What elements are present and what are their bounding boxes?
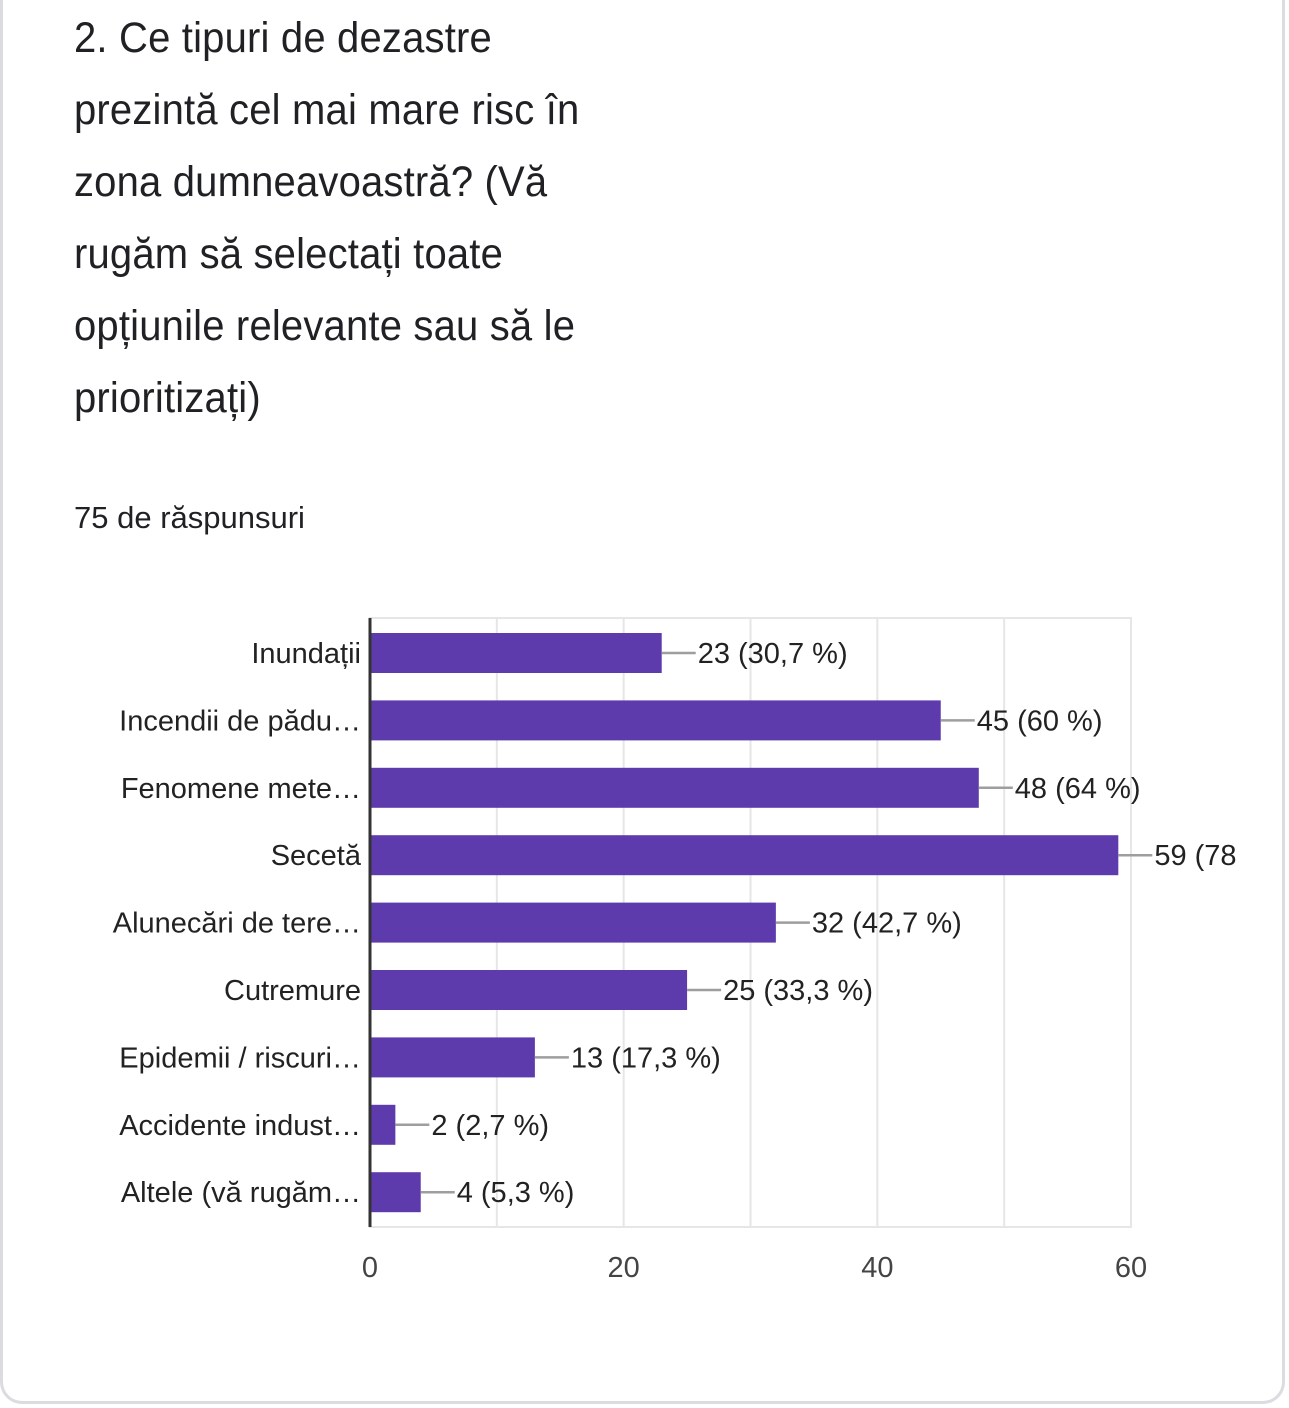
bar xyxy=(370,767,979,808)
bar xyxy=(370,700,941,741)
bar xyxy=(370,835,1119,876)
data-label: 45 (60 %) xyxy=(977,705,1103,737)
category-label: Accidente indust… xyxy=(119,1110,361,1142)
data-label: 25 (33,3 %) xyxy=(723,975,873,1007)
data-label: 4 (5,3 %) xyxy=(457,1177,575,1209)
question-line: rugăm să selectați toate xyxy=(74,230,504,278)
data-label: 2 (2,7 %) xyxy=(431,1110,549,1142)
data-label: 32 (42,7 %) xyxy=(812,908,962,940)
x-tick-label: 60 xyxy=(1115,1252,1147,1284)
bar xyxy=(370,1104,396,1145)
bar xyxy=(370,970,688,1010)
question-line: 2. Ce tipuri de dezastre xyxy=(74,14,492,62)
question-line: prioritizați) xyxy=(74,374,261,422)
question-line: zona dumneavoastră? (Vă xyxy=(74,158,548,206)
response-count: 75 de răspunsuri xyxy=(74,500,305,535)
category-label: Incendii de pădu… xyxy=(119,705,361,737)
bar xyxy=(370,902,776,943)
x-tick-label: 0 xyxy=(362,1252,378,1284)
x-tick-label: 40 xyxy=(861,1252,893,1284)
bar xyxy=(370,1037,535,1078)
category-label: Inundații xyxy=(251,638,361,670)
question-title: 2. Ce tipuri de dezastre prezintă cel ma… xyxy=(74,2,669,434)
category-label: Fenomene mete… xyxy=(121,773,361,805)
data-label: 23 (30,7 %) xyxy=(698,638,848,670)
data-label: 13 (17,3 %) xyxy=(571,1042,721,1074)
bar xyxy=(370,633,662,673)
category-label: Altele (vă rugăm… xyxy=(121,1177,361,1209)
category-label: Epidemii / riscuri… xyxy=(119,1042,361,1074)
question-line: opțiunile relevante sau să le xyxy=(74,302,576,350)
bar xyxy=(370,1172,421,1213)
question-line: prezintă cel mai mare risc în xyxy=(74,86,580,134)
category-label: Cutremure xyxy=(224,975,361,1007)
data-label: 59 (78 xyxy=(1154,840,1236,872)
data-label: 48 (64 %) xyxy=(1015,773,1141,805)
category-label: Alunecări de tere… xyxy=(113,908,361,940)
x-tick-label: 20 xyxy=(608,1252,640,1284)
category-label: Secetă xyxy=(271,840,362,872)
